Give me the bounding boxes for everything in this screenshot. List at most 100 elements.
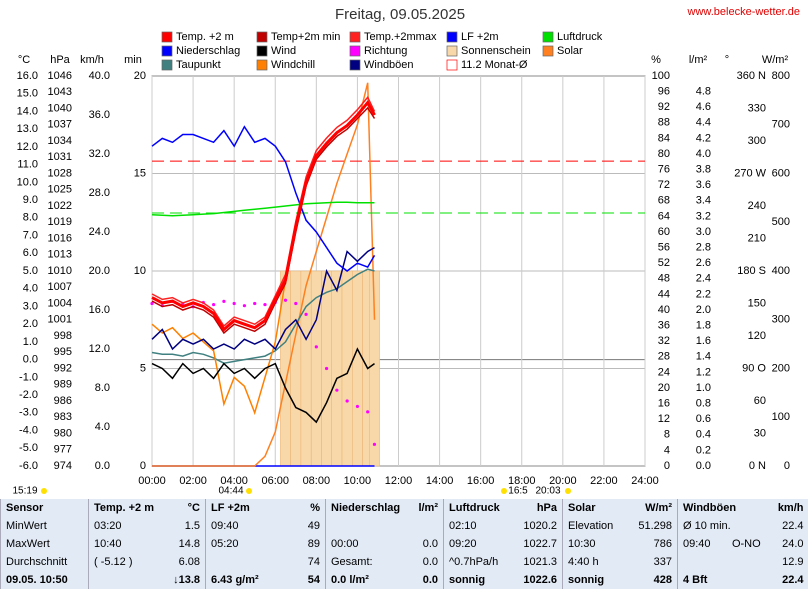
- y-tick-label: 3.8: [696, 164, 711, 176]
- y-tick-label: 10.0: [17, 176, 38, 188]
- y-tick-label: -6.0: [19, 460, 38, 472]
- table-cell: Niederschlag l/m²: [325, 499, 444, 517]
- y-tick-label: 1010: [48, 265, 72, 277]
- time-annotation: 16:5: [508, 486, 528, 497]
- site-link[interactable]: www.belecke-wetter.de: [687, 6, 801, 18]
- y-tick-label: 60: [658, 226, 670, 238]
- table-cell: 4 Bft 22.4: [677, 571, 808, 589]
- x-tick-label: 14:00: [426, 475, 454, 487]
- direction-dot: [283, 298, 288, 302]
- cell-text: 6.43 g/m²: [211, 574, 259, 586]
- y-tick-label: 4: [664, 444, 670, 456]
- cell-text: 02:10: [449, 520, 477, 532]
- direction-dot: [242, 304, 247, 308]
- x-tick-label: 12:00: [385, 475, 413, 487]
- table-cell: MaxWert: [0, 535, 89, 553]
- x-tick-label: 20:00: [549, 475, 577, 487]
- y-tick-label: 4.4: [696, 117, 711, 129]
- y-tick-label: 2.0: [23, 318, 38, 330]
- legend-swatch: [256, 31, 268, 43]
- cell-group: 4:40 h 337: [568, 556, 672, 568]
- cell-group: Gesamt: 0.0: [331, 556, 438, 568]
- y-tick-label: 20.0: [89, 265, 110, 277]
- table-cell: 10:30 786: [562, 535, 678, 553]
- y-tick-label: 16.0: [17, 70, 38, 82]
- legend-swatch: [446, 31, 458, 43]
- table-cell: Durchschnitt: [0, 553, 89, 571]
- y-tick-label: 1034: [48, 135, 72, 147]
- table-cell: 09:20 1022.7: [443, 535, 563, 553]
- series-line: [151, 268, 375, 364]
- cell-text: Elevation: [568, 520, 614, 532]
- y-tick-label: 28: [658, 351, 670, 363]
- table-cell: Ø 10 min. 22.4: [677, 517, 808, 535]
- table-row: MinWert 03:20 1.5 09:40 49 02:10 1020.2 Elevati…: [0, 517, 808, 535]
- legend-label: LF +2m: [461, 31, 499, 43]
- table-cell: 09:40 O-NO 24.0: [677, 535, 808, 553]
- cell-group: 4 Bft 22.4: [683, 574, 804, 586]
- y-tick-label: 10: [134, 265, 146, 277]
- x-tick-label: 22:00: [590, 475, 618, 487]
- legend-swatch: [161, 59, 173, 71]
- cell-group: Niederschlag l/m²: [331, 502, 438, 514]
- legend-swatch: [542, 45, 554, 57]
- y-tick-label: 0.8: [696, 398, 711, 410]
- y-tick-label: 44: [658, 288, 670, 300]
- y-tick-label: 96: [658, 86, 670, 98]
- y-tick-label: 1.2: [696, 366, 711, 378]
- y-tick-label: 2.8: [696, 242, 711, 254]
- y-tick-label: 5.0: [23, 265, 38, 277]
- summary-table: Sensor Temp. +2 m °C LF +2m% Niederschlag l/m…: [0, 499, 808, 589]
- legend-label: Richtung: [364, 45, 407, 57]
- cell-text: 09:20: [449, 538, 477, 550]
- x-tick-label: 00:00: [138, 475, 166, 487]
- table-row: Durchschnitt ( -5.12 ) 6.08 74 Gesamt: 0.0 ^0.…: [0, 553, 808, 571]
- cell-text: ( -5.12 ): [94, 556, 133, 568]
- legend-swatch: [446, 45, 458, 57]
- y-tick-label: 0.0: [23, 354, 38, 366]
- direction-dot: [304, 312, 308, 316]
- y-tick-label: 15: [134, 167, 146, 179]
- y-tick-label: 3.2: [696, 210, 711, 222]
- cell-text: Solar: [568, 502, 596, 514]
- y-tick-label: 4.0: [95, 421, 110, 433]
- time-annotation: 15:19: [12, 486, 37, 497]
- y-tick-label: 980: [54, 427, 72, 439]
- cell-group: Windböen km/h: [683, 502, 804, 514]
- cell-group: Sensor: [6, 502, 83, 514]
- y-tick-label: 2.2: [696, 288, 711, 300]
- y-tick-label: 3.4: [696, 195, 711, 207]
- legend-swatch: [161, 31, 173, 43]
- table-cell: [325, 517, 444, 535]
- table-cell: Elevation 51.298: [562, 517, 678, 535]
- cell-text: O-NO: [731, 538, 761, 550]
- legend-swatch: [542, 31, 554, 43]
- y-tick-label: 1043: [48, 86, 72, 98]
- sunshine-bar: [352, 270, 363, 467]
- y-tick-label: 1.4: [696, 351, 711, 363]
- cell-text: °C: [187, 502, 200, 514]
- cell-text: 10:30: [568, 538, 596, 550]
- y-tick-label: 4.2: [696, 132, 711, 144]
- table-cell: 12.9: [677, 553, 808, 571]
- cell-group: ↓13.8: [94, 574, 200, 586]
- series-line: [151, 201, 375, 217]
- y-tick-label: 4.6: [696, 101, 711, 113]
- y-tick-label: 400: [772, 265, 790, 277]
- cell-text: 1020.2: [523, 520, 557, 532]
- cell-group: 05:20 89: [211, 538, 320, 550]
- y-tick-label: 72: [658, 179, 670, 191]
- table-cell: ^0.7hPa/h 1021.3: [443, 553, 563, 571]
- y-tick-label: 9.0: [23, 194, 38, 206]
- axis-unit: hPa: [50, 54, 70, 66]
- table-cell: 10:40 14.8: [88, 535, 206, 553]
- y-tick-label: 500: [772, 216, 790, 228]
- y-tick-label: 80: [658, 148, 670, 160]
- y-tick-label: 300: [772, 314, 790, 326]
- y-tick-label: 989: [54, 379, 72, 391]
- y-tick-label: -5.0: [19, 442, 38, 454]
- table-cell: sonnig 428: [562, 571, 678, 589]
- cell-text: MinWert: [6, 520, 47, 532]
- legend-swatch: [256, 45, 268, 57]
- cell-text: 1022.6: [523, 574, 557, 586]
